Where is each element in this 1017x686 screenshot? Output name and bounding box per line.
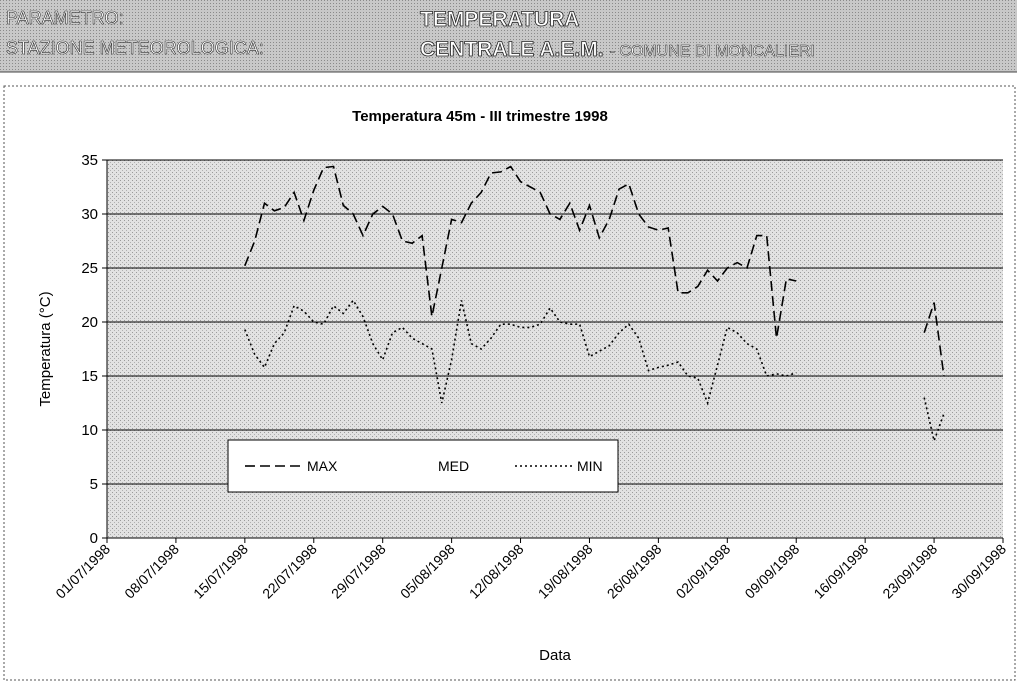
chart-title: Temperatura 45m - III trimestre 1998 bbox=[352, 108, 608, 125]
x-tick-label: 29/07/1998 bbox=[328, 541, 389, 602]
legend-label: MED bbox=[438, 458, 469, 474]
y-axis-label: Temperatura (°C) bbox=[37, 291, 54, 406]
y-tick-label: 30 bbox=[81, 206, 98, 223]
x-tick-label: 15/07/1998 bbox=[190, 541, 251, 602]
legend-label: MIN bbox=[577, 458, 603, 474]
header-label: PARAMETRO: bbox=[6, 8, 124, 28]
header-value: CENTRALE A.E.M. - COMUNE DI MONCALIERI bbox=[420, 38, 815, 61]
station-name: CENTRALE A.E.M. bbox=[420, 38, 604, 61]
y-tick-label: 10 bbox=[81, 422, 98, 439]
x-tick-label: 08/07/1998 bbox=[121, 541, 182, 602]
x-tick-label: 12/08/1998 bbox=[466, 541, 527, 602]
chart: Temperatura 45m - III trimestre 1998 Temp… bbox=[37, 108, 1009, 664]
header-value: TEMPERATURA bbox=[420, 8, 579, 31]
x-tick-label: 19/08/1998 bbox=[535, 541, 596, 602]
y-tick-label: 0 bbox=[90, 530, 98, 547]
header-band bbox=[0, 0, 1017, 72]
y-tick-label: 25 bbox=[81, 260, 98, 277]
series-line bbox=[244, 165, 945, 377]
x-tick-label: 30/09/1998 bbox=[948, 541, 1009, 602]
series-line bbox=[244, 298, 945, 444]
x-tick-label: 01/07/1998 bbox=[52, 541, 113, 602]
legend-label: MAX bbox=[307, 458, 338, 474]
chart-frame bbox=[3, 85, 1016, 681]
station-place: - COMUNE DI MONCALIERI bbox=[610, 43, 815, 60]
y-tick-label: 5 bbox=[90, 476, 98, 493]
x-tick-label: 09/09/1998 bbox=[741, 541, 802, 602]
x-tick-label: 02/09/1998 bbox=[673, 541, 734, 602]
x-axis-label: Data bbox=[539, 647, 571, 664]
x-tick-label: 16/09/1998 bbox=[810, 541, 871, 602]
x-tick-label: 22/07/1998 bbox=[259, 541, 320, 602]
y-tick-label: 35 bbox=[81, 152, 98, 169]
x-tick-label: 26/08/1998 bbox=[604, 541, 665, 602]
x-tick-label: 05/08/1998 bbox=[397, 541, 458, 602]
x-tick-label: 23/09/1998 bbox=[879, 541, 940, 602]
y-tick-label: 15 bbox=[81, 368, 98, 385]
y-tick-label: 20 bbox=[81, 314, 98, 331]
header-label: STAZIONE METEOROLOGICA: bbox=[6, 38, 264, 58]
